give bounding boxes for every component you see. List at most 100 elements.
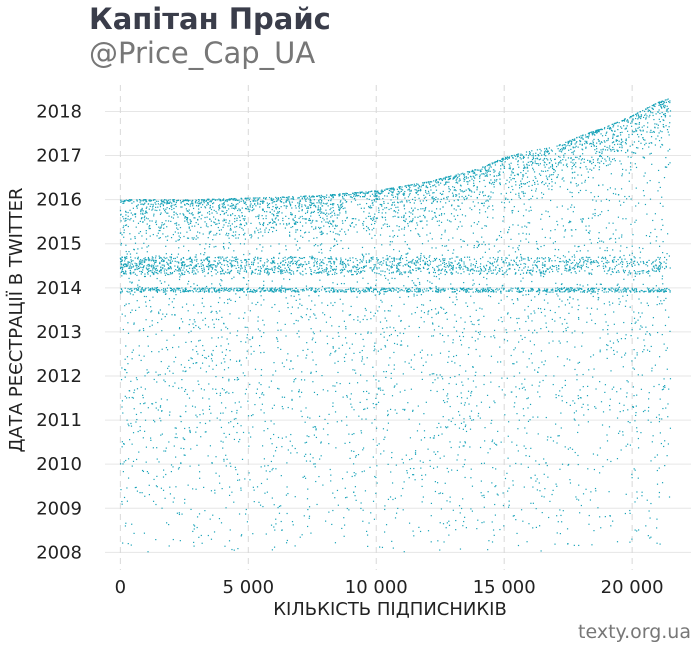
data-point: [512, 157, 514, 159]
data-point: [299, 221, 301, 223]
data-point: [339, 263, 341, 265]
data-point: [530, 198, 532, 200]
data-point: [669, 378, 672, 380]
data-point: [459, 414, 461, 416]
data-point: [525, 455, 527, 457]
data-point: [392, 187, 394, 189]
data-point: [498, 302, 500, 304]
data-point: [531, 280, 533, 283]
data-point: [642, 156, 644, 158]
data-point: [189, 319, 191, 321]
data-point: [124, 200, 126, 202]
data-point: [359, 196, 361, 198]
data-point: [489, 261, 491, 264]
data-point: [642, 283, 644, 286]
data-point: [528, 222, 531, 224]
data-point: [361, 356, 363, 358]
data-point: [365, 217, 367, 219]
data-point: [341, 220, 344, 222]
data-point: [655, 138, 657, 140]
data-point: [438, 178, 440, 180]
data-point: [331, 325, 333, 327]
data-point: [332, 203, 334, 205]
data-point: [649, 334, 652, 336]
data-point: [178, 513, 181, 516]
data-point: [290, 433, 292, 436]
data-point: [235, 205, 237, 207]
data-point: [408, 325, 410, 327]
data-point: [523, 486, 525, 488]
data-point: [200, 534, 202, 537]
data-point: [621, 234, 623, 236]
data-point: [232, 213, 234, 215]
data-point: [243, 219, 245, 221]
data-point: [627, 420, 629, 423]
data-point: [580, 162, 582, 164]
data-point: [257, 202, 259, 204]
data-point: [350, 305, 352, 308]
data-point: [625, 127, 627, 129]
data-point: [319, 279, 321, 281]
data-point: [470, 320, 472, 323]
data-point: [517, 161, 519, 163]
data-point: [167, 259, 170, 261]
data-point: [137, 268, 140, 270]
data-point: [496, 493, 498, 495]
data-point: [193, 304, 195, 306]
data-point: [244, 215, 246, 218]
data-point: [592, 295, 594, 298]
data-point: [304, 442, 306, 444]
data-point: [201, 214, 203, 216]
data-point: [129, 253, 132, 255]
data-point: [355, 224, 357, 226]
data-point: [663, 299, 665, 302]
data-point: [615, 241, 617, 243]
data-point: [472, 170, 474, 173]
data-point: [330, 352, 332, 355]
data-point: [183, 454, 185, 456]
data-point: [590, 161, 592, 163]
data-point: [575, 264, 577, 266]
data-point: [134, 242, 137, 244]
data-point: [529, 154, 531, 156]
data-point: [174, 231, 176, 233]
data-point: [218, 518, 221, 520]
data-point: [407, 252, 409, 254]
data-point: [587, 250, 589, 252]
data-point: [295, 378, 297, 380]
data-point: [328, 196, 330, 198]
data-point: [407, 276, 409, 278]
data-point: [648, 109, 651, 111]
data-point: [330, 302, 332, 304]
data-point: [467, 353, 469, 356]
data-point: [288, 196, 290, 198]
data-point: [578, 304, 580, 307]
data-point: [145, 461, 147, 463]
data-point: [377, 401, 380, 403]
data-point: [120, 213, 122, 215]
data-point: [171, 206, 173, 208]
data-point: [308, 515, 311, 517]
data-point: [488, 406, 491, 408]
data-point: [585, 229, 587, 231]
data-point: [332, 385, 334, 387]
data-point: [524, 258, 526, 260]
data-point: [294, 447, 296, 450]
data-point: [570, 206, 572, 208]
data-point: [228, 494, 231, 496]
data-point: [472, 284, 474, 286]
data-point: [332, 194, 334, 197]
data-point: [184, 390, 186, 392]
data-point: [433, 329, 436, 331]
data-point: [250, 203, 252, 205]
data-point: [545, 147, 548, 150]
data-point: [162, 201, 164, 203]
data-point: [405, 253, 407, 255]
data-point: [500, 316, 502, 319]
data-point: [565, 145, 567, 147]
data-point: [438, 325, 440, 327]
data-point: [237, 209, 239, 212]
data-point: [507, 231, 509, 234]
data-point: [320, 455, 322, 457]
data-point: [420, 316, 422, 319]
